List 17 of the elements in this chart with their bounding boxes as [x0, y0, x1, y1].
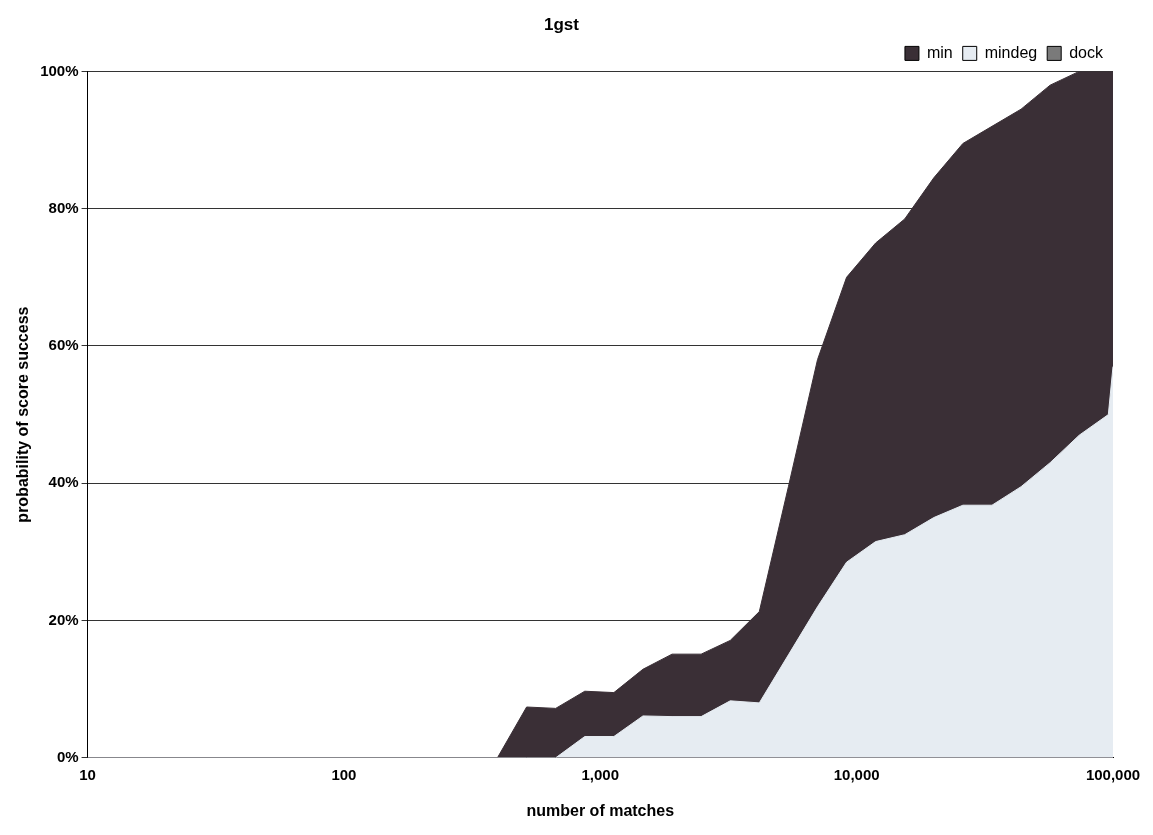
y-axis-title: probability of score success	[14, 306, 32, 523]
y-tick-label: 60%	[48, 336, 79, 354]
y-tick-label: 100%	[40, 61, 79, 79]
y-tick-label: 40%	[48, 473, 79, 491]
chart-title: 1gst	[544, 14, 580, 34]
x-axis-title: number of matches	[526, 801, 675, 819]
legend-label: mindeg	[984, 43, 1038, 61]
x-tick-label: 10	[79, 765, 96, 783]
x-tick-label: 10,000	[833, 765, 880, 783]
x-tick-label: 1,000	[581, 765, 620, 783]
y-tick-label: 0%	[56, 747, 79, 765]
y-tick-label: 20%	[48, 610, 79, 628]
x-tick-label: 100,000	[1085, 765, 1141, 783]
x-tick-label: 100	[331, 765, 357, 783]
y-tick-label: 80%	[48, 198, 79, 216]
legend-label: dock	[1069, 43, 1104, 61]
legend-label: min	[926, 43, 953, 61]
